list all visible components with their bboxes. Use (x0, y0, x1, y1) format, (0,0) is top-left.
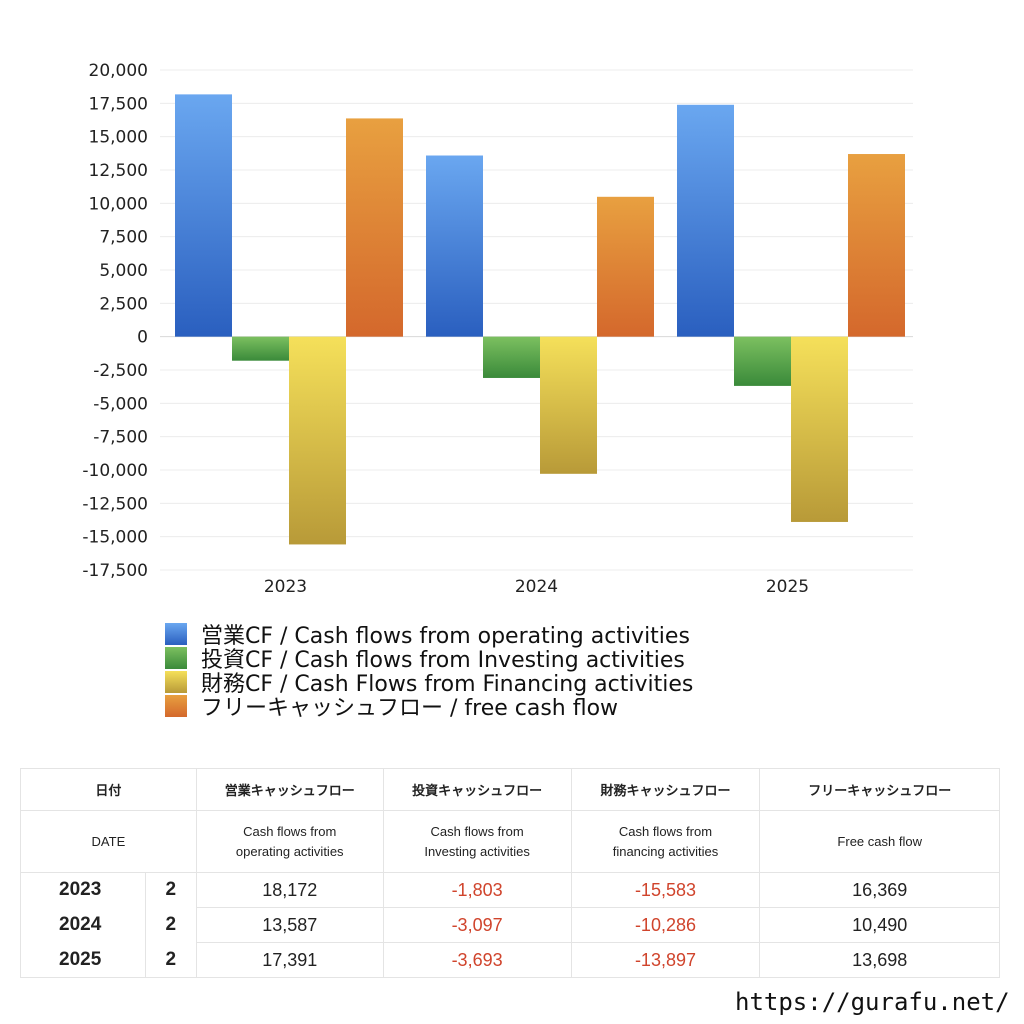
x-tick-label: 2023 (264, 577, 307, 597)
bar-2023-series-1 (232, 336, 289, 361)
header-operating-en: Cash flows from operating activities (195, 810, 384, 873)
legend-swatch (165, 647, 187, 669)
header-date-jp: 日付 (20, 768, 197, 811)
cell-operating: 18,172 (195, 872, 384, 908)
cell-year: 2023 (20, 872, 146, 908)
legend-item-operating: 営業CF / Cash flows from operating activit… (165, 622, 693, 649)
cash-flow-bar-chart: 20,000 17,500 15,000 12,500 10,000 7,500 5,000… (82, 61, 913, 597)
y-tick-label: 7,500 (99, 228, 148, 248)
cell-quarter: 2 (144, 942, 197, 978)
header-free-jp: フリーキャッシュフロー (759, 768, 1000, 811)
bar-2025-series-0 (677, 104, 734, 337)
legend-item-investing: 投資CF / Cash flows from Investing activit… (165, 646, 693, 673)
legend-item-financing: 財務CF / Cash Flows from Financing activit… (165, 670, 693, 697)
y-tick-label: 2,500 (99, 294, 148, 314)
bar-2024-series-1 (483, 336, 540, 378)
table-header-jp: 日付 営業キャッシュフロー 投資キャッシュフロー 財務キャッシュフロー フリーキ… (20, 768, 1000, 811)
table-row: 2023 2 18,172 -1,803 -15,583 16,369 (20, 872, 1000, 908)
header-investing-en: Cash flows from Investing activities (382, 810, 572, 873)
bar-2025-series-1 (734, 336, 791, 386)
cell-free: 16,369 (759, 872, 1000, 908)
x-tick-label: 2025 (766, 577, 809, 597)
header-financing-jp: 財務キャッシュフロー (570, 768, 761, 811)
legend-label: フリーキャッシュフロー / free cash flow (201, 696, 619, 721)
y-tick-label: 12,500 (89, 161, 148, 181)
header-investing-jp: 投資キャッシュフロー (382, 768, 572, 811)
legend-label: 営業CF / Cash flows from operating activit… (201, 624, 690, 649)
header-text: Cash flows from Investing activities (424, 823, 530, 859)
table-row: 2025 2 17,391 -3,693 -13,897 13,698 (20, 942, 1000, 978)
chart-legend: 営業CF / Cash flows from operating activit… (165, 622, 693, 721)
bar-2024-series-0 (426, 155, 483, 337)
y-tick-label: 0 (137, 328, 148, 348)
y-tick-label: -2,500 (93, 361, 148, 381)
y-tick-label: -10,000 (82, 461, 148, 481)
header-operating-jp: 営業キャッシュフロー (195, 768, 384, 811)
table-row: 2024 2 13,587 -3,097 -10,286 10,490 (20, 907, 1000, 943)
y-tick-label: 5,000 (99, 261, 148, 281)
legend-label: 投資CF / Cash flows from Investing activit… (201, 648, 685, 673)
legend-swatch (165, 695, 187, 717)
bar-2023-series-2 (289, 336, 346, 545)
header-date-en: DATE (20, 810, 197, 873)
cell-financing: -10,286 (570, 907, 761, 943)
y-tick-label: -5,000 (93, 394, 148, 414)
y-tick-label: -17,500 (82, 561, 148, 581)
legend-item-free: フリーキャッシュフロー / free cash flow (165, 694, 693, 721)
cell-investing: -3,693 (382, 942, 572, 978)
bar-2024-series-3 (597, 196, 654, 337)
header-financing-en: Cash flows from financing activities (570, 810, 761, 873)
cell-year: 2025 (20, 942, 146, 978)
bar-2023-series-0 (175, 94, 232, 337)
header-text: Cash flows from operating activities (235, 823, 344, 859)
legend-label: 財務CF / Cash Flows from Financing activit… (201, 672, 694, 697)
bar-2025-series-2 (791, 336, 848, 522)
cell-investing: -3,097 (382, 907, 572, 943)
bar-2024-series-2 (540, 336, 597, 474)
cell-year: 2024 (20, 907, 146, 943)
cell-quarter: 2 (144, 907, 197, 943)
cell-financing: -15,583 (570, 872, 761, 908)
table-header-en: DATE Cash flows from operating activitie… (20, 810, 1000, 873)
site-url[interactable]: https://gurafu.net/ (735, 988, 1010, 1016)
y-tick-label: -12,500 (82, 494, 148, 514)
y-tick-label: 10,000 (89, 194, 148, 214)
cell-free: 10,490 (759, 907, 1000, 943)
header-text: Cash flows from financing activities (612, 823, 719, 859)
bar-2023-series-3 (346, 118, 403, 337)
cash-flow-table: 日付 営業キャッシュフロー 投資キャッシュフロー 財務キャッシュフロー フリーキ… (20, 768, 1000, 978)
cell-operating: 13,587 (195, 907, 384, 943)
header-free-en: Free cash flow (759, 810, 1000, 873)
y-tick-label: 20,000 (89, 61, 148, 81)
cell-operating: 17,391 (195, 942, 384, 978)
y-tick-label: -7,500 (93, 428, 148, 448)
legend-swatch (165, 623, 187, 645)
cell-free: 13,698 (759, 942, 1000, 978)
y-tick-label: 17,500 (89, 94, 148, 114)
cell-investing: -1,803 (382, 872, 572, 908)
x-tick-label: 2024 (515, 577, 558, 597)
cell-financing: -13,897 (570, 942, 761, 978)
cell-quarter: 2 (144, 872, 197, 908)
y-tick-label: 15,000 (89, 128, 148, 148)
bar-2025-series-3 (848, 154, 905, 337)
y-tick-label: -15,000 (82, 528, 148, 548)
legend-swatch (165, 671, 187, 693)
